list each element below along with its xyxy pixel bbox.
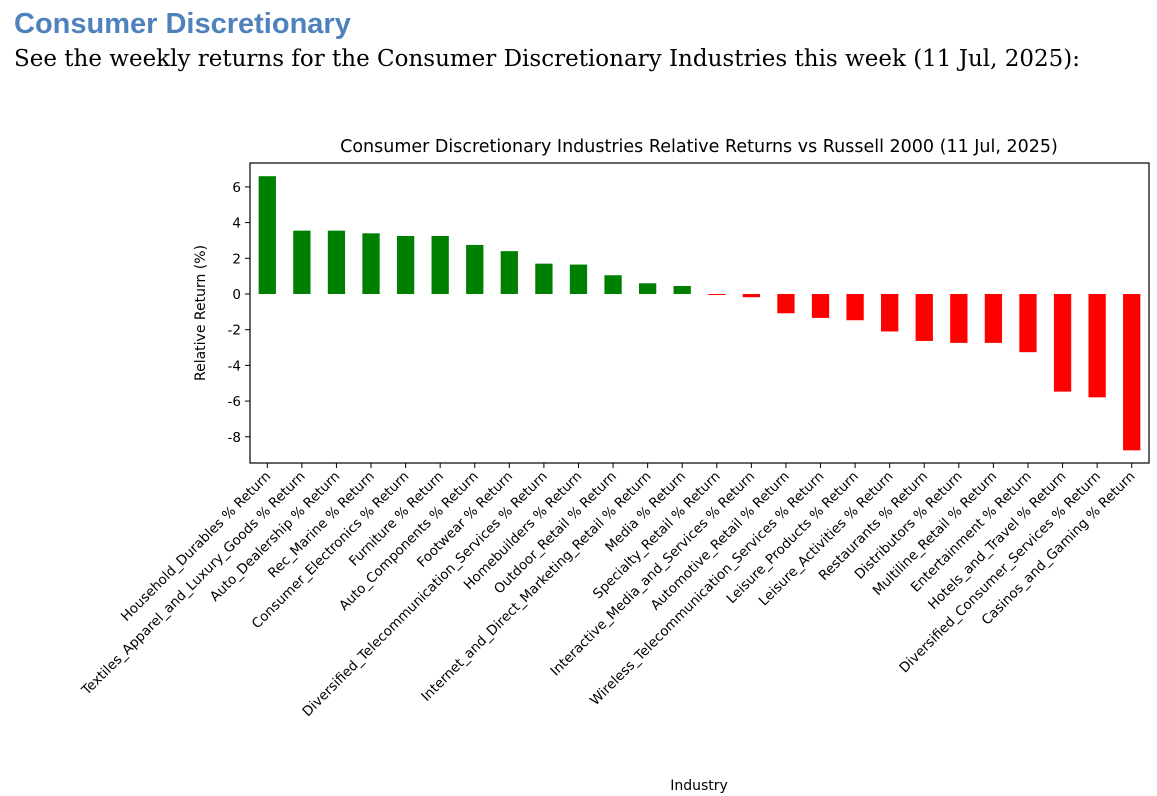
y-tick-label: 2 [232,251,241,267]
bar [915,293,933,341]
bar [362,233,380,294]
x-tick-label: Auto_Dealership % Return [207,469,343,605]
y-axis-label: Relative Return (%) [193,245,209,381]
bar [500,251,518,294]
bar [638,283,657,294]
bar [466,244,484,294]
bar [1053,293,1072,392]
bar [984,293,1003,343]
chart-title: Consumer Discretionary Industries Relati… [340,137,1058,157]
y-tick-label: -2 [228,323,241,339]
plot-frame [249,162,1150,464]
bar [950,293,968,343]
y-tick-label: -8 [228,430,241,446]
bar [673,285,691,294]
bar [569,264,588,294]
bar [535,263,553,294]
bar [1019,293,1037,353]
x-tick-label: Household_Durables % Return [118,469,274,625]
bar [846,293,864,321]
y-tick-label: -4 [228,358,241,374]
bar [742,293,761,298]
bar [431,235,449,294]
bar [777,293,795,314]
y-tick-label: 4 [232,216,241,232]
bar [327,230,346,294]
y-tick-label: -6 [228,394,241,410]
y-tick-label: 0 [232,287,241,303]
bar [1123,293,1141,451]
bar [881,293,899,332]
x-axis-label: Industry [670,778,728,794]
bar [1088,293,1106,398]
bar [604,275,622,294]
bar [293,230,311,294]
x-tick-label: Textiles_Apparel_and_Luxury_Goods % Retu… [78,469,309,700]
bar [396,235,415,294]
y-tick-label: 6 [232,180,241,196]
bar [811,293,830,318]
bar [258,176,276,294]
section-heading: Consumer Discretionary [14,8,351,40]
bar [708,293,726,295]
intro-text: See the weekly returns for the Consumer … [14,46,1081,72]
